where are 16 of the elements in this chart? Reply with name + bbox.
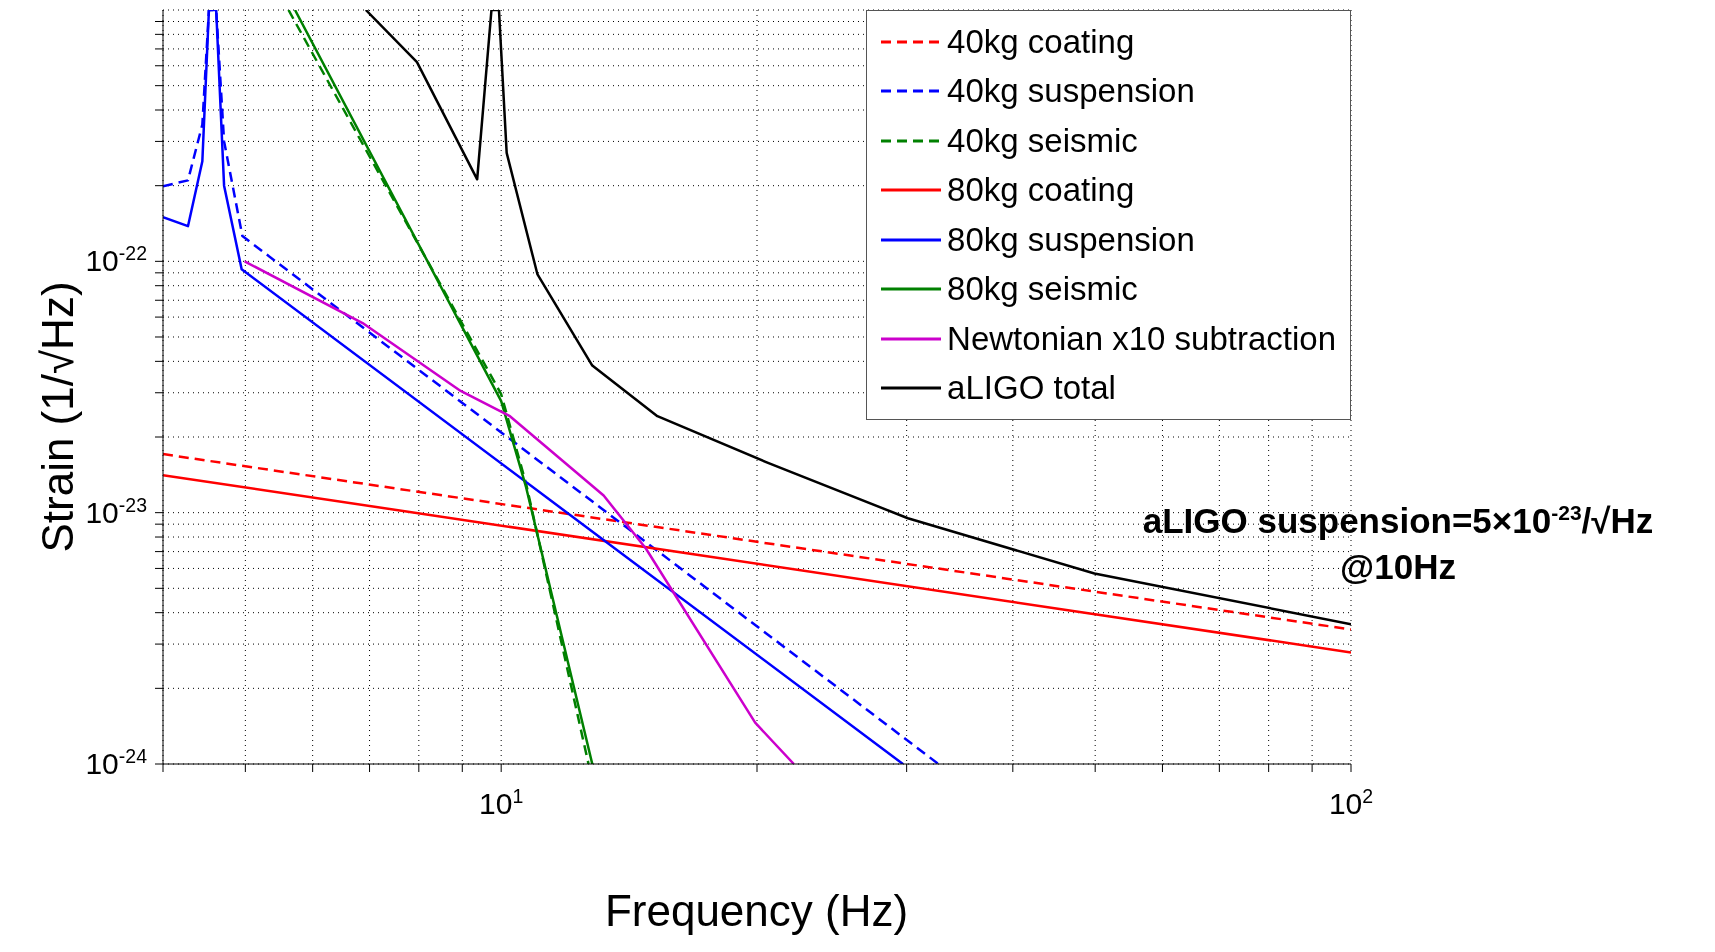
text: aLIGO suspension=5×10$^{-23}$/√Hz @10Hz xyxy=(1142,501,1654,586)
x-tick-label: 10$^{2}$ xyxy=(1328,785,1374,820)
y-tick-label: 10$^{-23}$ xyxy=(85,493,147,529)
legend-label: 40kg coating xyxy=(947,22,1135,61)
x-tick-label: 10$^{1}$ xyxy=(479,785,524,820)
legend-label: 80kg seismic xyxy=(947,270,1138,309)
y-axis-title: Strain (1/√Hz) xyxy=(33,281,83,553)
legend-label: Newtonian x10 subtraction xyxy=(947,319,1336,358)
x-axis-title: Frequency (Hz) xyxy=(603,886,910,936)
legend-label: 40kg suspension xyxy=(947,72,1195,111)
legend-label: 80kg coating xyxy=(947,171,1135,210)
y-tick-label: 10$^{-22}$ xyxy=(85,242,147,278)
legend-label: aLIGO total xyxy=(947,369,1116,408)
legend-label: 40kg seismic xyxy=(947,121,1138,160)
y-tick-label: 10$^{-24}$ xyxy=(85,745,148,780)
legend-label: 80kg suspension xyxy=(947,220,1195,259)
